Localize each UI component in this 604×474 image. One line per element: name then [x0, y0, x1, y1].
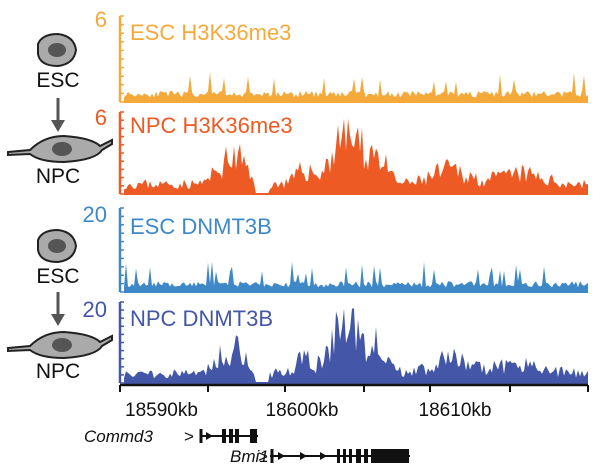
tick-label: 18600kb: [266, 400, 339, 421]
esc-cell-icon: [37, 228, 78, 264]
tick-label: 18590kb: [125, 400, 198, 421]
gene-name: Commd3: [84, 427, 154, 446]
track-esc-dnmt3b: 20 ESC DNMT3B: [83, 202, 588, 293]
track-label: NPC DNMT3B: [130, 306, 273, 331]
track-esc-h3k36me3: 6 ESC H3K36me3: [95, 7, 588, 103]
track-label: NPC H3K36me3: [130, 113, 293, 138]
strand-arrow-icon: [320, 452, 327, 460]
esc-label: ESC: [36, 265, 79, 288]
npc-label: NPC: [36, 360, 80, 383]
track-signal: [124, 261, 588, 292]
npc-cell-icon: [7, 134, 113, 164]
track-max-label: 6: [95, 105, 107, 130]
strand-glyph: >: [258, 447, 268, 466]
cell-state-diagram-top: ESC NPC: [7, 32, 113, 188]
esc-label: ESC: [36, 69, 79, 92]
strand-arrow-icon: [278, 452, 285, 460]
differentiation-arrow-icon: [51, 98, 65, 132]
track-npc-h3k36me3: 6 NPC H3K36me3: [95, 105, 588, 195]
signal-tracks: 6 ESC H3K36me3 6 NPC H3K36me3 20 ESC DNM…: [83, 7, 588, 384]
gene-name: Bmi1: [230, 447, 269, 466]
npc-cell-icon: [7, 330, 113, 360]
strand-arrow-icon: [300, 452, 307, 460]
gene-model-bmi1: Bmi1 >: [230, 447, 410, 466]
track-max-label: 20: [83, 202, 107, 227]
strand-arrow-icon: [206, 432, 213, 440]
track-label: ESC DNMT3B: [130, 214, 272, 239]
track-npc-dnmt3b: 20 NPC DNMT3B: [83, 297, 588, 384]
track-signal: [124, 308, 588, 383]
genomic-axis: 18590kb 18600kb 18610kb: [119, 383, 589, 421]
track-signal: [124, 71, 588, 102]
track-signal: [124, 118, 588, 194]
cell-state-diagram-bottom: ESC NPC: [7, 228, 113, 383]
npc-label: NPC: [36, 165, 80, 188]
track-max-label: 20: [83, 297, 107, 322]
gene-model-commd3: Commd3 >: [84, 427, 258, 446]
differentiation-arrow-icon: [51, 292, 65, 326]
esc-cell-icon: [37, 32, 78, 68]
track-max-label: 6: [95, 7, 107, 32]
strand-glyph: >: [184, 427, 194, 446]
tick-label: 18610kb: [419, 400, 492, 421]
track-label: ESC H3K36me3: [130, 20, 291, 45]
